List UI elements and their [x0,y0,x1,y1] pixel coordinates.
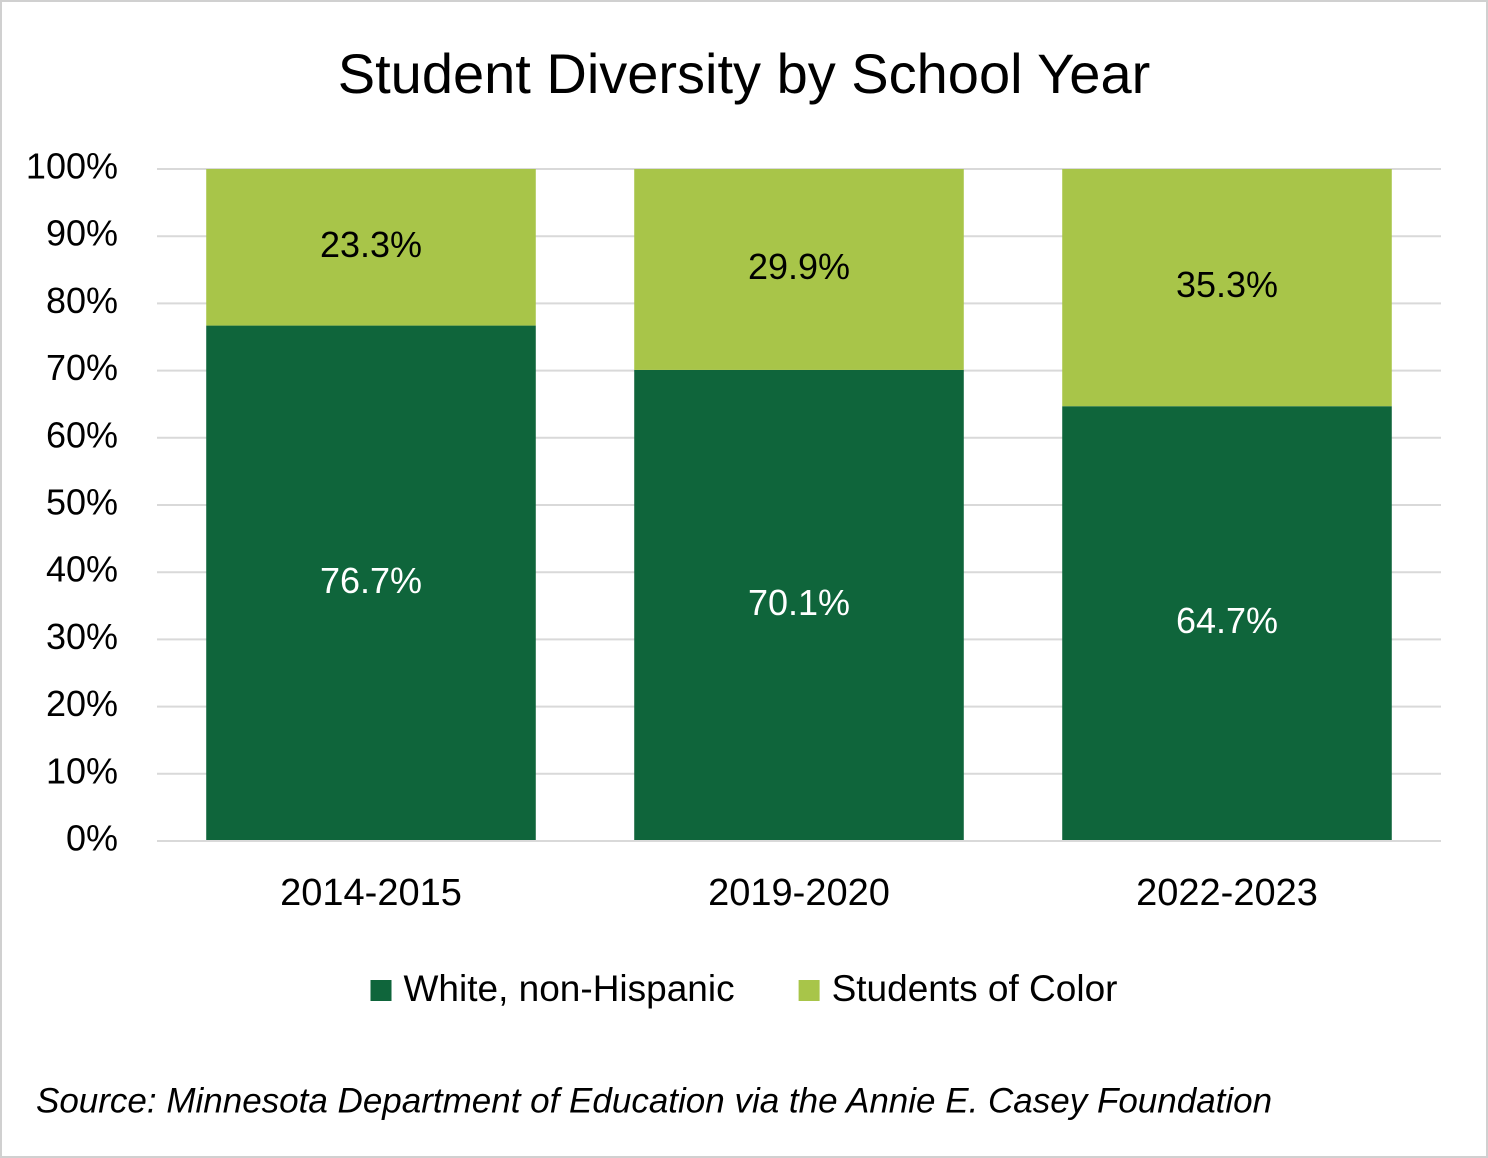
bar-segment [1062,406,1392,841]
y-tick-label: 20% [46,683,118,724]
data-label: 29.9% [748,246,850,287]
y-tick-label: 30% [46,616,118,657]
y-tick-label: 50% [46,482,118,523]
y-tick-label: 70% [46,347,118,388]
y-tick-label: 60% [46,414,118,455]
data-label: 35.3% [1176,264,1278,305]
x-tick-label: 2014-2015 [280,872,462,914]
bar-segment [1062,169,1392,407]
legend-swatch [798,980,820,1001]
legend-swatch [370,980,392,1001]
x-tick-label: 2022-2023 [1136,872,1318,914]
data-label: 23.3% [320,224,422,265]
data-label: 76.7% [320,560,422,601]
source-note: Source: Minnesota Department of Educatio… [36,1081,1272,1120]
legend-label: White, non-Hispanic [404,968,735,1009]
legend-label: Students of Color [832,968,1118,1009]
y-tick-label: 80% [46,280,118,321]
y-tick-label: 40% [46,549,118,590]
bar-segment [634,369,964,841]
y-tick-label: 0% [66,818,118,859]
data-label: 64.7% [1176,600,1278,641]
chart-title: Student Diversity by School Year [338,42,1150,105]
x-tick-label: 2019-2020 [708,872,890,914]
y-tick-label: 10% [46,750,118,791]
y-tick-label: 90% [46,213,118,254]
bar-segment [206,169,536,326]
data-label: 70.1% [748,582,850,623]
y-tick-label: 100% [26,146,118,187]
bar-segment [634,169,964,370]
bar-segment [206,325,536,841]
